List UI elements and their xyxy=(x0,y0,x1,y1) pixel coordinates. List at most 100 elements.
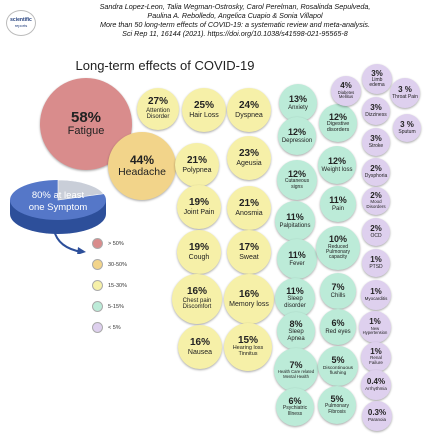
legend-swatch xyxy=(92,301,103,312)
legend-item: 30-50% xyxy=(92,254,142,275)
effect-bubble: 27% Attention Disorder xyxy=(137,88,179,130)
effect-percent: 21% xyxy=(186,155,207,167)
effect-label: Diabetes Mellitus xyxy=(337,89,355,100)
effect-percent: 16% xyxy=(189,337,210,349)
effect-bubble: 6% Red eyes xyxy=(320,309,356,345)
effect-percent: 25% xyxy=(193,100,214,112)
effect-bubble: 13% Anxiety xyxy=(279,84,317,122)
legend: > 50% 30-50% 15-30% 5-15% < 5% xyxy=(92,233,142,338)
effect-bubble: 15% Hearing loss Tinnitus xyxy=(224,323,272,371)
citation-authors-1: Sandra Lopez-Leon, Talia Wegman-Ostrosky… xyxy=(99,2,371,11)
effect-percent: 15% xyxy=(237,334,258,346)
effect-bubble: 1% PTSD xyxy=(362,249,390,277)
effect-label: Fatigue xyxy=(67,125,105,138)
effect-bubble: 4% Diabetes Mellitus xyxy=(331,76,361,106)
effect-label: Sleep Apnea xyxy=(287,329,305,342)
effect-label: Hearing loss Tinnitus xyxy=(232,345,264,358)
logo-line-1: scientific xyxy=(10,17,32,23)
effect-bubble: 3% Dizziness xyxy=(362,97,390,125)
scientific-reports-logo: scientific reports xyxy=(6,10,36,36)
legend-label: > 50% xyxy=(108,240,124,247)
effect-percent: 1% xyxy=(370,287,382,297)
effect-percent: 3% xyxy=(370,103,382,113)
effect-percent: 7% xyxy=(331,282,345,293)
effect-percent: 1% xyxy=(369,317,381,327)
citation: Sandra Lopez-Leon, Talia Wegman-Ostrosky… xyxy=(42,2,428,38)
effect-bubble: 12% Depression xyxy=(278,117,316,155)
effect-label: Joint Pain xyxy=(183,208,215,216)
effect-label: New Hypertension xyxy=(362,325,388,336)
effect-label: Polypnea xyxy=(182,166,212,174)
effect-bubble: 0.3% Paranoia xyxy=(362,401,392,431)
legend-swatch xyxy=(92,322,103,333)
effect-label: Mood Disorders xyxy=(366,199,386,210)
effect-percent: 27% xyxy=(147,96,168,108)
effect-label: OCD xyxy=(370,232,382,239)
citation-title: More than 50 long-term effects of COVID-… xyxy=(99,20,371,29)
pie-label: 80% at least one Symptom xyxy=(14,190,102,214)
effect-bubble: 16% Chest pain Discomfort xyxy=(172,274,222,324)
effect-bubble: 8% Sleep Apnea xyxy=(277,312,315,350)
effect-label: Paranoia xyxy=(367,416,386,422)
effect-bubble: 24% Dyspnea xyxy=(227,88,271,132)
effect-percent: 3% xyxy=(371,68,383,78)
effect-percent: 58% xyxy=(70,109,102,127)
effect-percent: 10% xyxy=(328,234,347,245)
pie-label-line-2: one Symptom xyxy=(28,202,88,213)
effect-label: Hair Loss xyxy=(189,111,219,119)
effect-label: Anxiety xyxy=(288,104,308,111)
effect-bubble: 2% Dysphoria xyxy=(362,158,390,186)
effect-percent: 23% xyxy=(238,148,259,160)
citation-authors-2: Paulina A. Rebolledo, Angelica Cuapio & … xyxy=(147,11,323,20)
effect-bubble: 1% Myocarditis xyxy=(361,280,391,310)
effect-percent: 3 % xyxy=(398,85,412,95)
effect-bubble: 3 % Throat Pain xyxy=(390,78,420,108)
effect-percent: 6% xyxy=(331,318,345,329)
effect-bubble: 7% Health Care related Mental Health xyxy=(274,348,318,392)
effect-percent: 17% xyxy=(238,242,259,254)
effect-percent: 2% xyxy=(370,191,382,201)
diagram-title: Long-term effects of COVID-19 xyxy=(75,58,255,73)
effect-label: Nausea xyxy=(187,348,213,356)
effect-percent: 0.4% xyxy=(366,377,386,387)
effect-percent: 11% xyxy=(329,195,347,206)
effect-bubble: 16% Memory loss xyxy=(224,274,274,324)
effect-bubble: 6% Psychiatric Illness xyxy=(276,388,314,426)
effect-percent: 44% xyxy=(129,153,155,168)
effect-bubble: 17% Sweat xyxy=(227,230,271,274)
effect-label: Throat Pain xyxy=(392,93,418,100)
effect-bubble: 2% Mood Disorders xyxy=(362,187,390,215)
effect-label: Arrhythmia xyxy=(365,385,387,391)
pie-arrow-head xyxy=(77,247,86,254)
effect-label: Dizziness xyxy=(365,111,387,118)
effect-bubble: 2% OCD xyxy=(362,218,390,246)
effect-bubble: 21% Polypnea xyxy=(175,143,219,187)
effect-label: Renal Failure xyxy=(369,355,383,366)
effect-label: Pulmonary Fibrosis xyxy=(325,403,349,415)
effect-label: Sweat xyxy=(239,253,259,261)
effect-percent: 21% xyxy=(238,198,259,210)
effect-label: Stroke xyxy=(368,142,384,149)
effect-percent: 0.3% xyxy=(367,408,387,418)
legend-item: 15-30% xyxy=(92,275,142,296)
effect-bubble: 12% Cutaneous signs xyxy=(277,160,317,200)
effect-label: Cough xyxy=(188,253,210,261)
logo-line-2: reports xyxy=(14,23,28,28)
legend-item: > 50% xyxy=(92,233,142,254)
effect-label: Fever xyxy=(289,260,305,267)
legend-swatch xyxy=(92,238,103,249)
effect-bubble: 12% Weight loss xyxy=(318,146,356,184)
effect-percent: 3 % xyxy=(400,120,414,130)
effect-label: Pain xyxy=(331,205,344,212)
legend-item: < 5% xyxy=(92,317,142,338)
effect-percent: 12% xyxy=(287,127,306,138)
effect-bubble: 0.4% Arrhythmia xyxy=(361,370,391,400)
pie-label-line-1: 80% at least xyxy=(31,190,85,201)
symptom-pie xyxy=(10,179,106,254)
effect-percent: 16% xyxy=(186,286,207,298)
effect-percent: 11% xyxy=(288,250,306,261)
effect-percent: 13% xyxy=(288,94,307,105)
effect-percent: 19% xyxy=(188,242,209,254)
effect-percent: 7% xyxy=(289,359,303,370)
effect-label: Depression xyxy=(281,137,313,144)
